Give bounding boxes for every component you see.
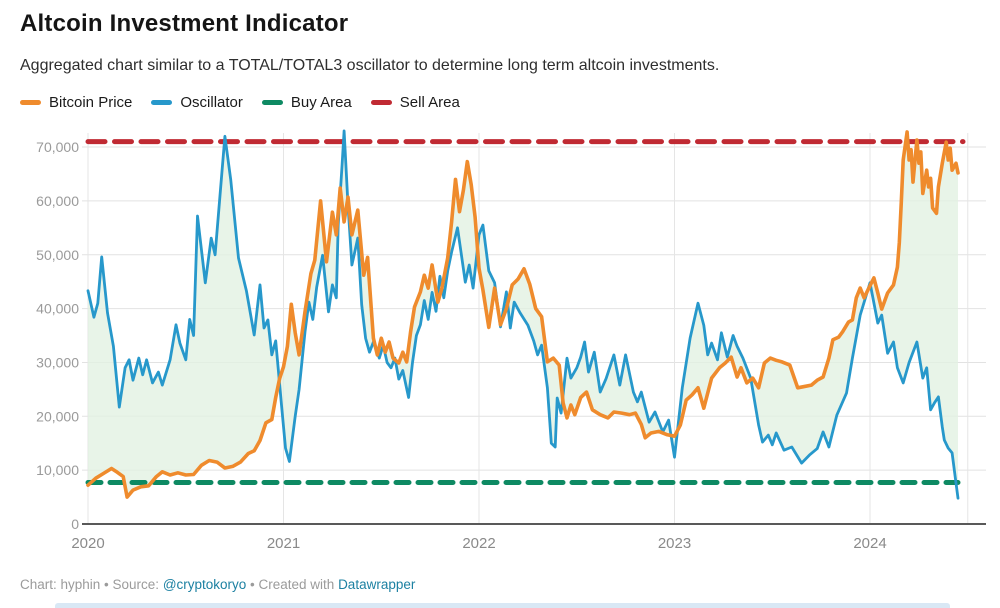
legend: Bitcoin Price Oscillator Buy Area Sell Area (20, 94, 460, 111)
chart-title: Altcoin Investment Indicator (20, 10, 349, 37)
y-tick-label: 30,000 (36, 354, 79, 370)
bottom-strip (55, 603, 950, 608)
legend-item-buy-area: Buy Area (261, 94, 352, 111)
y-tick-label: 10,000 (36, 462, 79, 478)
chart-subtitle: Aggregated chart similar to a TOTAL/TOTA… (20, 57, 720, 74)
band-fill (88, 130, 958, 499)
x-tick-label: 2024 (853, 535, 886, 552)
chart-footer: Chart: hyphin • Source: @cryptokoryo • C… (20, 577, 415, 592)
x-tick-label: 2020 (71, 535, 104, 552)
y-tick-label: 50,000 (36, 247, 79, 263)
buy-area-swatch-icon (261, 100, 283, 105)
y-tick-label: 20,000 (36, 408, 79, 424)
bitcoin-price-swatch-icon (20, 100, 41, 105)
footer-credit-text: Chart: hyphin • Source: (20, 577, 163, 592)
footer-source-link[interactable]: @cryptokoryo (162, 577, 247, 592)
footer-datawrapper-link[interactable]: Datawrapper (338, 577, 416, 592)
oscillator-line (86, 129, 960, 500)
bitcoin-price-line (86, 130, 960, 499)
y-tick-label: 60,000 (36, 193, 79, 209)
sell-area-swatch-icon (370, 100, 392, 105)
legend-label: Buy Area (290, 94, 352, 111)
y-tick-label: 0 (71, 516, 79, 532)
legend-label: Sell Area (399, 94, 460, 111)
legend-item-sell-area: Sell Area (370, 94, 460, 111)
footer-created-text: • Created with (246, 577, 339, 592)
oscillator-swatch-icon (151, 100, 173, 105)
legend-item-bitcoin-price: Bitcoin Price (20, 94, 132, 111)
legend-label: Bitcoin Price (49, 94, 133, 111)
y-tick-label: 70,000 (36, 139, 79, 155)
line-chart: 0 10,000 20,000 30,000 40,000 50,000 60,000 70,… (36, 129, 986, 552)
y-tick-label: 40,000 (36, 301, 79, 317)
x-tick-label: 2022 (462, 535, 495, 552)
x-tick-label: 2021 (267, 535, 300, 552)
legend-item-oscillator: Oscillator (151, 94, 243, 111)
legend-label: Oscillator (180, 94, 243, 111)
x-tick-label: 2023 (658, 535, 691, 552)
